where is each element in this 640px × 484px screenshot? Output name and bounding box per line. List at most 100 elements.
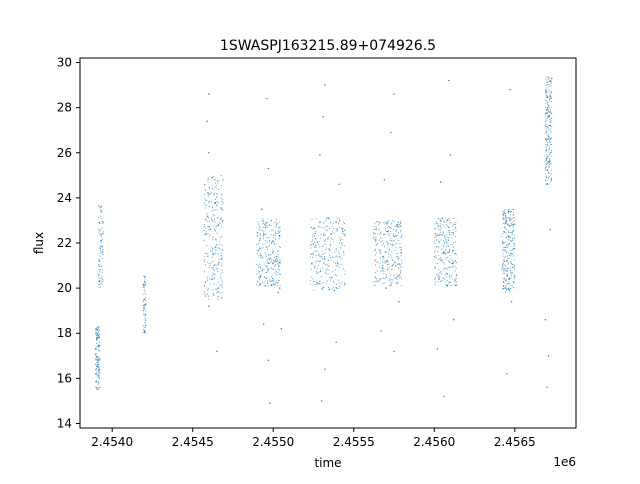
cluster-point	[380, 232, 382, 235]
y-tick-label: 26	[57, 146, 72, 160]
cluster-point	[142, 307, 145, 309]
cluster-point	[336, 229, 338, 231]
cluster-point	[394, 277, 396, 279]
cluster-point	[549, 99, 551, 101]
cluster-point	[256, 252, 258, 254]
cluster-point	[213, 188, 215, 190]
cluster-point	[502, 216, 505, 219]
cluster-point	[216, 184, 218, 186]
cluster-point	[218, 259, 220, 261]
cluster-point	[504, 265, 507, 267]
cluster-point	[447, 266, 449, 268]
cluster-point	[314, 227, 316, 229]
cluster-point	[142, 300, 144, 302]
cluster-point	[393, 239, 395, 241]
cluster-point	[144, 326, 146, 328]
cluster-point	[277, 254, 279, 256]
cluster-point	[278, 268, 280, 270]
cluster-point	[508, 252, 510, 254]
cluster-point	[438, 255, 440, 257]
cluster-point	[505, 219, 507, 221]
cluster-point	[546, 144, 548, 146]
cluster-point	[391, 256, 393, 258]
data-point	[551, 77, 553, 80]
data-point	[438, 278, 440, 280]
cluster-point	[96, 371, 98, 373]
cluster-point	[218, 247, 220, 249]
cluster-point	[215, 239, 217, 241]
cluster-point	[444, 237, 446, 239]
cluster-point	[98, 380, 100, 382]
cluster-point	[97, 375, 99, 377]
cluster-point	[548, 114, 550, 116]
cluster-point	[445, 258, 447, 260]
cluster-point	[509, 235, 511, 238]
cluster-point	[99, 334, 101, 336]
cluster-point	[206, 279, 208, 281]
cluster-point	[344, 270, 346, 272]
cluster-point	[212, 220, 214, 222]
cluster-point	[273, 244, 275, 246]
cluster-point	[263, 282, 265, 284]
cluster-point	[397, 232, 400, 234]
cluster-point	[328, 254, 331, 256]
data-point	[311, 262, 313, 264]
cluster-point	[255, 284, 257, 286]
cluster-point	[96, 380, 98, 382]
cluster-point	[320, 269, 322, 271]
cluster-point	[278, 273, 280, 275]
cluster-point	[545, 84, 547, 86]
cluster-point	[441, 234, 444, 236]
cluster-point	[386, 241, 388, 243]
cluster-point	[278, 261, 280, 263]
cluster-point	[327, 238, 329, 240]
cluster-point	[506, 274, 508, 276]
cluster-point	[386, 263, 388, 265]
cluster-point	[97, 358, 100, 360]
cluster-point	[256, 264, 258, 266]
cluster-point	[546, 157, 549, 159]
cluster-point	[143, 312, 145, 314]
cluster-point	[265, 266, 267, 268]
cluster-point	[342, 231, 344, 233]
cluster-point	[450, 266, 452, 268]
cluster-point	[393, 244, 395, 246]
cluster-point	[256, 234, 258, 236]
cluster-point	[442, 231, 444, 233]
cluster-point	[278, 227, 280, 229]
cluster-point	[545, 179, 547, 181]
cluster-point	[258, 255, 260, 257]
cluster-point	[313, 265, 315, 267]
cluster-point	[145, 314, 147, 316]
cluster-point	[143, 289, 145, 291]
cluster-point	[313, 267, 315, 269]
cluster-point	[260, 252, 262, 254]
cluster-point	[203, 290, 205, 292]
data-point	[143, 298, 146, 301]
cluster-point	[545, 175, 547, 177]
cluster-point	[277, 259, 279, 261]
cluster-point	[261, 257, 263, 259]
cluster-point	[213, 248, 215, 250]
cluster-point	[505, 236, 507, 238]
cluster-point	[434, 228, 436, 230]
cluster-point	[257, 272, 259, 274]
cluster-point	[447, 219, 449, 221]
cluster-point	[513, 217, 515, 219]
cluster-point	[502, 277, 504, 279]
cluster-point	[258, 243, 260, 245]
cluster-point	[335, 255, 337, 257]
cluster-point	[445, 234, 447, 236]
cluster-point	[444, 278, 446, 281]
cluster-point	[335, 256, 337, 258]
cluster-point	[341, 281, 343, 283]
cluster-point	[311, 253, 313, 255]
cluster-point	[322, 286, 324, 288]
cluster-point	[279, 246, 281, 248]
cluster-point	[217, 182, 219, 184]
cluster-point	[548, 160, 551, 162]
cluster-point	[397, 263, 399, 265]
cluster-point	[550, 92, 552, 94]
cluster-point	[211, 210, 213, 212]
cluster-point	[220, 218, 222, 220]
